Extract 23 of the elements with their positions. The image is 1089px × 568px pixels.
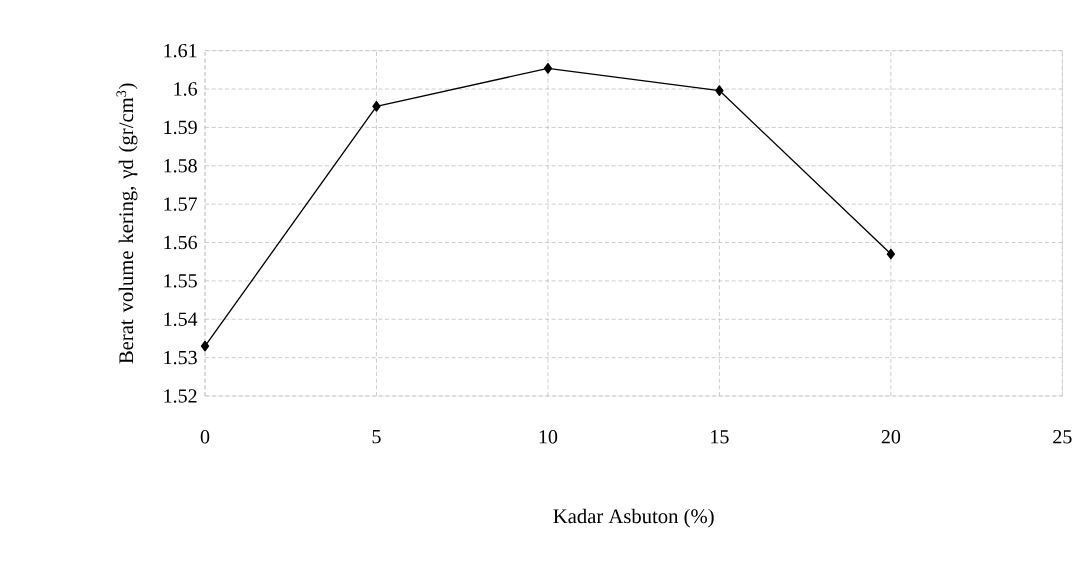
point: [886, 248, 896, 260]
x-tick-label: 25: [1053, 430, 1072, 444]
x-tick-label: 15: [711, 430, 729, 444]
y-tick-label: 1.52: [164, 389, 197, 403]
point: [372, 100, 381, 112]
point: [715, 85, 724, 96]
y-tick-label: 1.61: [164, 43, 197, 58]
y-tick-label: 1.56: [164, 235, 198, 250]
y-tick-label: 1.55: [164, 274, 197, 288]
x-tick-label: 20: [881, 430, 901, 444]
y-tick-label: 1.6: [174, 82, 198, 96]
y-tick-label: 1.58: [164, 158, 197, 173]
y-tick-label: 1.53: [164, 350, 197, 365]
y-tick-label: 1.59: [164, 120, 197, 135]
y-tick-label: 1.57: [164, 197, 198, 211]
point: [200, 340, 210, 352]
x-tick-label: 0: [200, 430, 210, 444]
x-tick-label: 10: [539, 430, 558, 444]
y-axis-title: Berat volume kering, γd (gr/cm$^{3}$): [116, 83, 138, 364]
x-tick-label: 5: [372, 430, 381, 444]
point: [543, 62, 553, 74]
x-axis-title: Kadar Asbuton (%): [553, 508, 714, 528]
y-tick-label: 1.54: [164, 312, 198, 327]
